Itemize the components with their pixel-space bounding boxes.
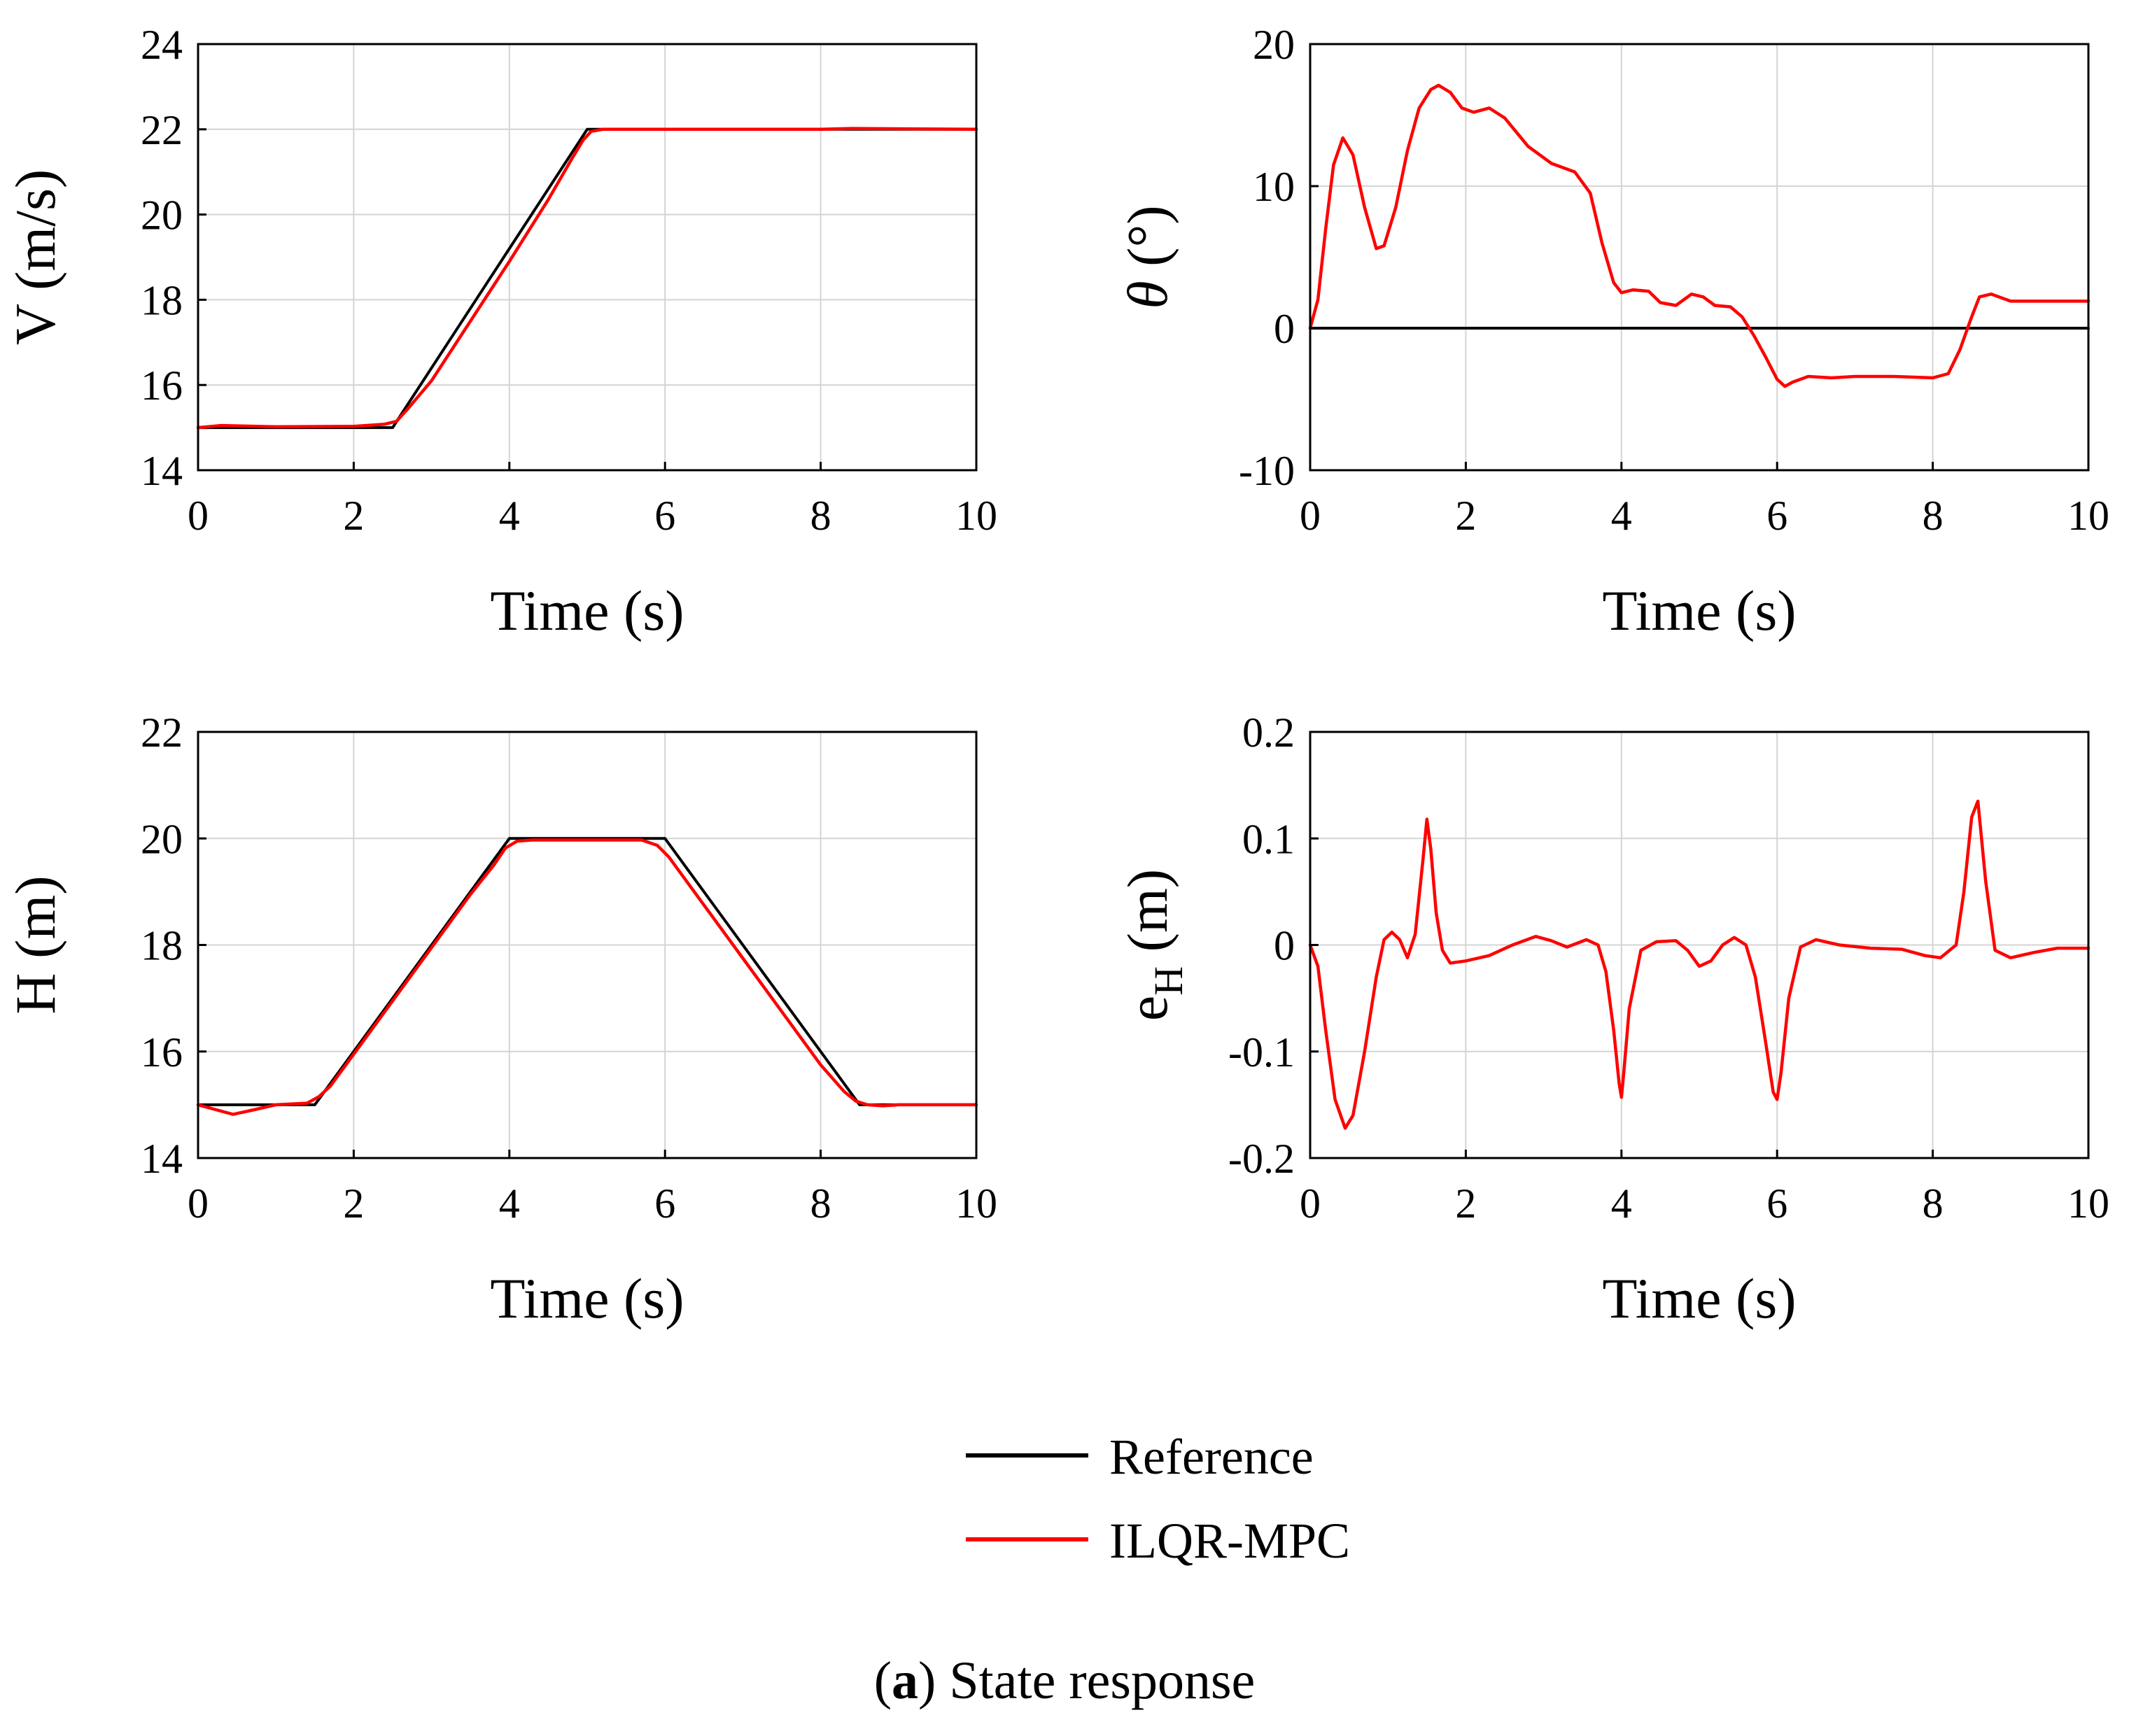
y-tick-label: -0.1 <box>1228 1029 1295 1075</box>
plot-altitude: 0 2 4 6 8 10 14 16 18 20 22 Time (s) H (m) <box>3 710 997 1330</box>
x-tick-label: 4 <box>1611 493 1632 539</box>
x-tick-label: 10 <box>955 493 997 539</box>
x-tick-label: 8 <box>1923 493 1944 539</box>
x-tick-label: 8 <box>1923 1180 1944 1227</box>
y-tick-label: 20 <box>141 816 183 862</box>
x-tick-label: 10 <box>955 1180 997 1227</box>
plot-area <box>1310 44 2088 470</box>
y-tick-label: 16 <box>141 362 183 409</box>
y-axis-label: θ (°) <box>1116 205 1179 309</box>
x-tick-label: 10 <box>2067 493 2109 539</box>
x-tick-label: 8 <box>810 1180 831 1227</box>
x-tick-label: 4 <box>1611 1180 1632 1227</box>
y-axis-label: H (m) <box>3 875 67 1014</box>
series-line-ilqr-mpc <box>1308 799 2091 1130</box>
x-axis-label: Time (s) <box>1602 579 1796 642</box>
y-axis-label: V (m/s) <box>3 169 67 345</box>
x-tick-label: 0 <box>188 1180 209 1227</box>
x-axis-label: Time (s) <box>1602 1266 1796 1330</box>
x-tick-label: 2 <box>343 493 364 539</box>
x-tick-label: 6 <box>1766 1180 1787 1227</box>
x-tick-label: 2 <box>1455 1180 1476 1227</box>
legend-ilqr-mpc-label: ILQR-MPC <box>1109 1513 1350 1569</box>
y-tick-label: 22 <box>141 710 183 756</box>
y-tick-label: 0 <box>1274 923 1295 969</box>
y-tick-label: 14 <box>141 1136 183 1182</box>
x-tick-label: 6 <box>654 493 675 539</box>
x-tick-label: 10 <box>2067 1180 2109 1227</box>
caption-letter: a <box>892 1651 918 1710</box>
y-tick-label: 0.2 <box>1242 710 1295 756</box>
y-tick-label: 0 <box>1274 306 1295 352</box>
series-line-ilqr-mpc <box>1308 83 2091 388</box>
y-tick-label: 0.1 <box>1242 816 1295 862</box>
x-tick-label: 0 <box>188 493 209 539</box>
y-tick-label: -10 <box>1239 448 1295 494</box>
series-line-ilqr-mpc <box>196 127 978 430</box>
x-tick-label: 0 <box>1300 493 1321 539</box>
series-line-ilqr-mpc <box>196 838 978 1116</box>
x-tick-label: 2 <box>343 1180 364 1227</box>
x-tick-label: 4 <box>499 493 520 539</box>
legend: Reference ILQR-MPC <box>966 1429 1350 1569</box>
x-axis-label: Time (s) <box>490 1266 684 1330</box>
y-axis-label: eH (m) <box>1116 869 1191 1021</box>
axes-frame <box>197 43 978 472</box>
y-tick-label: 24 <box>141 22 183 68</box>
axes-frame <box>1309 43 2090 472</box>
x-tick-label: 0 <box>1300 1180 1321 1227</box>
x-tick-label: 4 <box>499 1180 520 1227</box>
y-tick-label: 18 <box>141 277 183 323</box>
y-tick-label: 18 <box>141 923 183 969</box>
x-tick-label: 2 <box>1455 493 1476 539</box>
y-tick-label: 20 <box>1253 22 1295 68</box>
figure-caption: (a) State response <box>874 1651 1256 1710</box>
plot-area <box>198 44 976 470</box>
y-tick-label: 16 <box>141 1029 183 1075</box>
x-tick-label: 6 <box>654 1180 675 1227</box>
y-tick-label: 10 <box>1253 164 1295 210</box>
y-tick-label: 20 <box>141 192 183 239</box>
y-tick-label: -0.2 <box>1228 1136 1295 1182</box>
y-tick-label: 22 <box>141 107 183 153</box>
legend-reference-label: Reference <box>1109 1429 1314 1485</box>
plot-altitude-error: 0 2 4 6 8 10 -0.2 -0.1 0 0.1 0.2 Time (s) eH (m) <box>1116 710 2109 1330</box>
x-tick-label: 6 <box>1766 493 1787 539</box>
y-tick-label: 14 <box>141 448 183 494</box>
x-axis-label: Time (s) <box>490 579 684 642</box>
x-tick-label: 8 <box>810 493 831 539</box>
